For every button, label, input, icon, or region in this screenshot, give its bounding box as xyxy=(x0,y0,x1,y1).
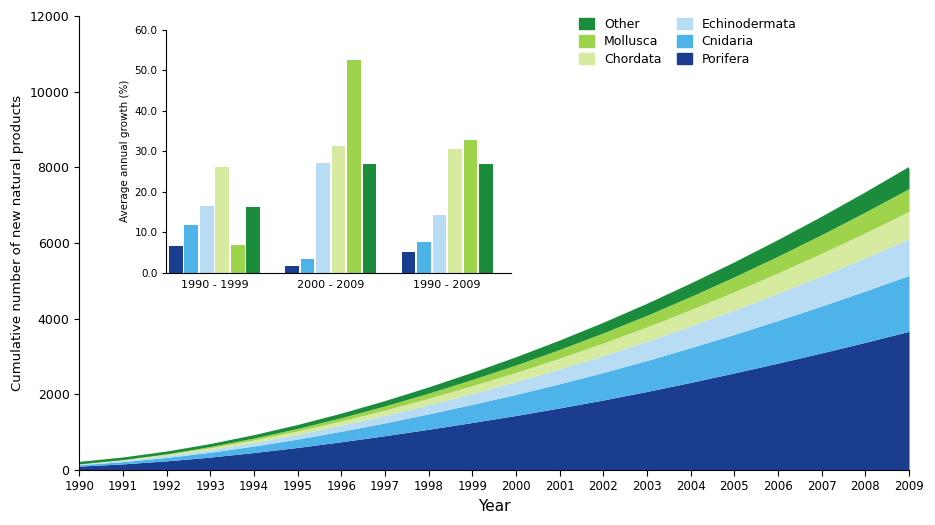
Legend: Other, Mollusca, Chordata, Echinodermata, Cnidaria, Porifera: Other, Mollusca, Chordata, Echinodermata… xyxy=(579,18,797,66)
Y-axis label: Cumulative number of new natural products: Cumulative number of new natural product… xyxy=(11,95,24,391)
X-axis label: Year: Year xyxy=(478,499,511,514)
